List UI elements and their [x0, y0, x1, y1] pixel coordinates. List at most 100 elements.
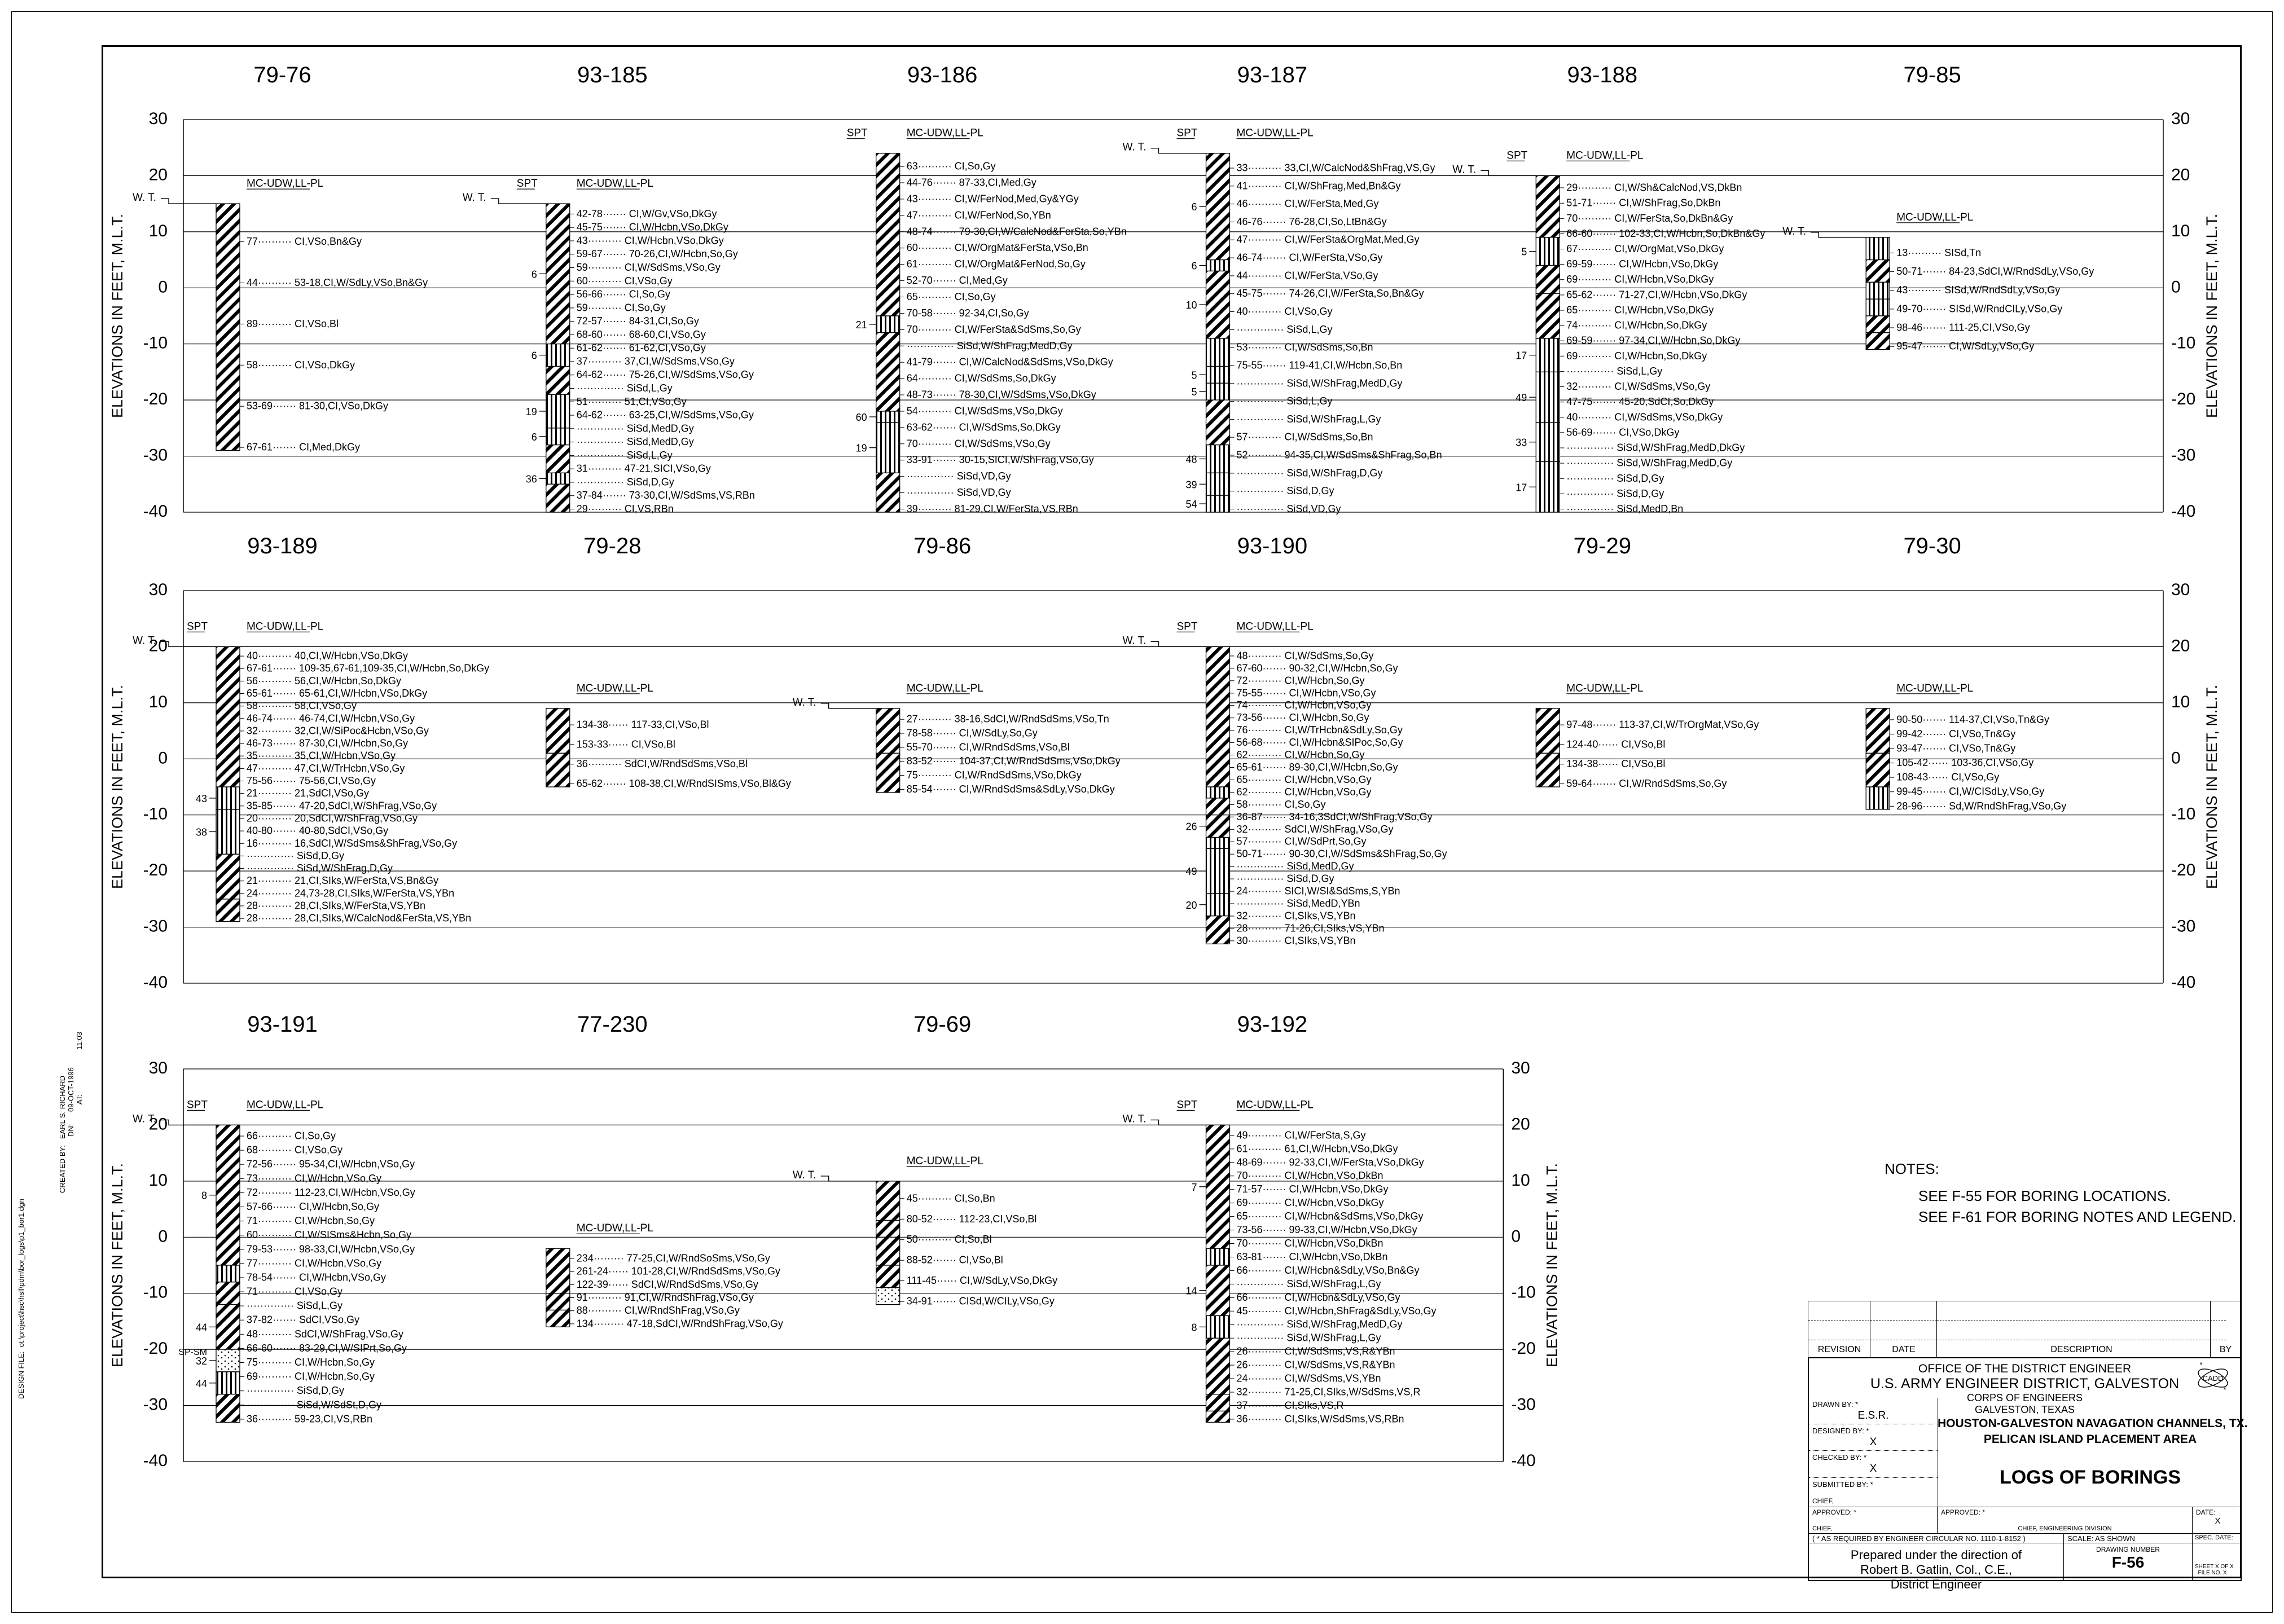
svg-text:30: 30 — [2171, 580, 2190, 599]
svg-text:105-42······ 103-36,CI,VSo,Gy: 105-42······ 103-36,CI,VSo,Gy — [1896, 757, 2033, 768]
svg-text:·············· SiSd,W/ShFrag,L: ·············· SiSd,W/ShFrag,L,Gy — [1237, 1332, 1381, 1344]
svg-text:73-56······· CI,W/Hcbn,So,Gy: 73-56······· CI,W/Hcbn,So,Gy — [1237, 712, 1369, 723]
svg-text:26·········· CI,W/SdSms,VS,R&Y: 26·········· CI,W/SdSms,VS,R&YBn — [1237, 1359, 1395, 1371]
svg-text:0: 0 — [2171, 749, 2181, 767]
svg-text:28·········· 71-26,CI,SIks,VS,: 28·········· 71-26,CI,SIks,VS,YBn — [1237, 922, 1385, 934]
svg-text:28·········· 28,CI,SIks,W/FerS: 28·········· 28,CI,SIks,W/FerSta,VS,YBn — [247, 900, 425, 912]
svg-text:14: 14 — [1185, 1286, 1197, 1297]
svg-text:-20: -20 — [143, 861, 168, 879]
svg-text:10: 10 — [149, 693, 168, 711]
svg-text:122-39······ SdCI,W/RndSdSms,V: 122-39······ SdCI,W/RndSdSms,VSo,Gy — [577, 1279, 758, 1290]
svg-text:26: 26 — [1185, 821, 1197, 833]
svg-text:36·········· 59-23,CI,VS,RBn: 36·········· 59-23,CI,VS,RBn — [247, 1413, 372, 1424]
svg-text:·············· SiSd,W/ShFrag,D: ·············· SiSd,W/ShFrag,D,Gy — [1237, 467, 1383, 478]
svg-text:SPT: SPT — [1177, 620, 1198, 632]
svg-text:33: 33 — [1516, 437, 1527, 448]
svg-text:-30: -30 — [2171, 917, 2195, 936]
svg-text:37·········· CI,SIks,VS,R: 37·········· CI,SIks,VS,R — [1237, 1399, 1344, 1411]
svg-text:·············· SiSd,VD,Gy: ·············· SiSd,VD,Gy — [907, 470, 1011, 482]
svg-text:70·········· CI,W/Hcbn,VSo,DkB: 70·········· CI,W/Hcbn,VSo,DkBn — [1237, 1170, 1383, 1181]
svg-text:W. T.: W. T. — [1782, 226, 1806, 237]
svg-text:-40: -40 — [143, 1451, 168, 1470]
svg-text:66·········· CI,W/Hcbn&SdLy,VS: 66·········· CI,W/Hcbn&SdLy,VSo,Bn&Gy — [1237, 1265, 1420, 1276]
svg-text:65-61······· 65-61,CI,W/Hcbn,V: 65-61······· 65-61,CI,W/Hcbn,VSo,DkGy — [247, 688, 427, 699]
svg-text:33·········· 33,CI,W/CalcNod&S: 33·········· 33,CI,W/CalcNod&ShFrag,VS,G… — [1237, 162, 1435, 174]
svg-text:69-59······· CI,W/Hcbn,VSo,DkG: 69-59······· CI,W/Hcbn,VSo,DkGy — [1566, 258, 1718, 270]
svg-text:93-186: 93-186 — [907, 63, 978, 87]
svg-text:66·········· CI,So,Gy: 66·········· CI,So,Gy — [247, 1130, 336, 1142]
svg-text:W. T.: W. T. — [793, 1169, 816, 1181]
svg-text:80-52······· 112-23,CI,VSo,Bl: 80-52······· 112-23,CI,VSo,Bl — [907, 1213, 1037, 1225]
svg-text:40·········· CI,VSo,Gy: 40·········· CI,VSo,Gy — [1237, 306, 1333, 317]
svg-text:40·········· CI,W/SdSms,VSo,Dk: 40·········· CI,W/SdSms,VSo,DkGy — [1566, 411, 1723, 422]
svg-text:75-55······· CI,W/Hcbn,VSo,Gy: 75-55······· CI,W/Hcbn,VSo,Gy — [1237, 687, 1376, 698]
svg-text:16·········· 16,SdCI,W/SdSms&S: 16·········· 16,SdCI,W/SdSms&ShFrag,VSo,… — [247, 838, 457, 849]
svg-text:69·········· CI,W/Hcbn,VSo,DkG: 69·········· CI,W/Hcbn,VSo,DkGy — [1566, 274, 1714, 285]
svg-text:59·········· CI,So,Gy: 59·········· CI,So,Gy — [577, 302, 666, 313]
svg-text:69·········· CI,W/Hcbn,VSo,DkG: 69·········· CI,W/Hcbn,VSo,DkGy — [1237, 1197, 1384, 1208]
svg-text:55-70······· CI,W/RndSdSms,VSo: 55-70······· CI,W/RndSdSms,VSo,Bl — [907, 741, 1070, 752]
svg-text:52-70······· CI,Med,Gy: 52-70······· CI,Med,Gy — [907, 275, 1008, 286]
svg-text:38: 38 — [196, 827, 207, 838]
svg-text:40·········· 40,CI,W/Hcbn,VSo,: 40·········· 40,CI,W/Hcbn,VSo,DkGy — [247, 650, 408, 662]
svg-text:29·········· CI,VS,RBn: 29·········· CI,VS,RBn — [577, 503, 674, 514]
svg-text:59-67······· 70-26,CI,W/Hcbn,S: 59-67······· 70-26,CI,W/Hcbn,So,Gy — [577, 248, 738, 259]
svg-text:57-66······· CI,W/Hcbn,So,Gy: 57-66······· CI,W/Hcbn,So,Gy — [247, 1201, 379, 1212]
svg-text:77-230: 77-230 — [577, 1012, 648, 1037]
svg-text:48-73······· 78-30,CI,W/SdSms,: 48-73······· 78-30,CI,W/SdSms,VSo,DkGy — [907, 389, 1096, 401]
svg-text:51-71······· CI,W/ShFrag,So,Dk: 51-71······· CI,W/ShFrag,So,DkBn — [1566, 197, 1720, 209]
svg-text:W. T.: W. T. — [133, 1113, 156, 1125]
svg-text:99-42······· CI,VSo,Tn&Gy: 99-42······· CI,VSo,Tn&Gy — [1896, 728, 2015, 740]
svg-text:24·········· CI,W/SdSms,VS,YBn: 24·········· CI,W/SdSms,VS,YBn — [1237, 1373, 1381, 1384]
svg-text:69-59······· 97-34,CI,W/Hcbn,S: 69-59······· 97-34,CI,W/Hcbn,So,DkGy — [1566, 335, 1740, 346]
svg-text:61·········· CI,W/OrgMat&FerNo: 61·········· CI,W/OrgMat&FerNod,So,Gy — [907, 258, 1086, 270]
svg-text:73-56······· 99-33,CI,W/Hcbn,V: 73-56······· 99-33,CI,W/Hcbn,VSo,DkGy — [1237, 1224, 1417, 1235]
svg-text:72·········· 112-23,CI,W/Hcbn,: 72·········· 112-23,CI,W/Hcbn,VSo,Gy — [247, 1187, 415, 1198]
svg-text:-20: -20 — [1511, 1339, 1535, 1358]
svg-text:SPT: SPT — [1177, 127, 1198, 139]
svg-text:32: 32 — [196, 1355, 207, 1367]
svg-text:60·········· CI,W/OrgMat&FerSt: 60·········· CI,W/OrgMat&FerSta,VSo,Bn — [907, 242, 1088, 253]
svg-text:21·········· 21,CI,SIks,W/FerS: 21·········· 21,CI,SIks,W/FerSta,VS,Bn&G… — [247, 875, 438, 886]
svg-text:65·········· CI,W/Hcbn&SdSms,V: 65·········· CI,W/Hcbn&SdSms,VSo,DkGy — [1237, 1211, 1424, 1222]
svg-text:48·········· SdCI,W/ShFrag,VSo: 48·········· SdCI,W/ShFrag,VSo,Gy — [247, 1328, 403, 1340]
svg-text:·············· SiSd,L,Gy: ·············· SiSd,L,Gy — [1566, 366, 1662, 377]
svg-text:5: 5 — [1521, 247, 1527, 258]
svg-text:20: 20 — [2171, 636, 2190, 655]
svg-text:42-78······· CI,W/Gv,VSo,DkGy: 42-78······· CI,W/Gv,VSo,DkGy — [577, 208, 717, 219]
svg-text:31·········· 47-21,SICI,VSo,Gy: 31·········· 47-21,SICI,VSo,Gy — [577, 463, 711, 474]
svg-text:SPT: SPT — [1177, 1099, 1198, 1111]
svg-text:-20: -20 — [143, 390, 168, 408]
svg-text:74·········· CI,W/Hcbn,So,DkGy: 74·········· CI,W/Hcbn,So,DkGy — [1566, 320, 1707, 331]
svg-text:71-57······· CI,W/Hcbn,VSo,DkG: 71-57······· CI,W/Hcbn,VSo,DkGy — [1237, 1183, 1389, 1195]
svg-text:W. T.: W. T. — [1123, 142, 1147, 153]
svg-text:83-52······· 104-37,CI,W/RndSd: 83-52······· 104-37,CI,W/RndSdSms,VSo,Dk… — [907, 755, 1121, 767]
svg-text:43·········· CI,W/FerNod,Med,G: 43·········· CI,W/FerNod,Med,Gy&YGy — [907, 193, 1079, 204]
svg-text:·············· SiSd,D,Gy: ·············· SiSd,D,Gy — [1237, 873, 1334, 884]
svg-text:56-66······· CI,So,Gy: 56-66······· CI,So,Gy — [577, 289, 670, 300]
svg-text:17: 17 — [1516, 482, 1527, 493]
svg-text:57·········· CI,W/SdPrt,So,Gy: 57·········· CI,W/SdPrt,So,Gy — [1237, 836, 1367, 847]
svg-text:W. T.: W. T. — [793, 697, 816, 708]
svg-text:-10: -10 — [143, 1283, 168, 1302]
svg-text:35-85······· 47-20,SdCI,W/ShFr: 35-85······· 47-20,SdCI,W/ShFrag,VSo,Gy — [247, 800, 437, 811]
svg-text:-20: -20 — [143, 1339, 168, 1358]
svg-text:70·········· CI,W/SdSms,VSo,Gy: 70·········· CI,W/SdSms,VSo,Gy — [907, 438, 1051, 449]
svg-text:89·········· CI,VSo,Bl: 89·········· CI,VSo,Bl — [247, 318, 339, 329]
svg-text:63-81······· CI,W/Hcbn,VSo,DkB: 63-81······· CI,W/Hcbn,VSo,DkBn — [1237, 1251, 1388, 1262]
svg-text:56·········· 56,CI,W/Hcbn,So,D: 56·········· 56,CI,W/Hcbn,So,DkGy — [247, 675, 401, 686]
svg-text:47-75······· 45-20,SdCI,So,DkG: 47-75······· 45-20,SdCI,So,DkGy — [1566, 396, 1714, 407]
svg-text:20: 20 — [149, 165, 168, 184]
svg-text:36: 36 — [526, 473, 537, 485]
svg-text:79-86: 79-86 — [913, 534, 971, 558]
svg-text:37-82······· SdCI,VSo,Gy: 37-82······· SdCI,VSo,Gy — [247, 1314, 359, 1326]
svg-text:72-56······· 95-34,CI,W/Hcbn,V: 72-56······· 95-34,CI,W/Hcbn,VSo,Gy — [247, 1159, 415, 1170]
svg-text:66-60······· 102-33,CI,W/Hcbn,: 66-60······· 102-33,CI,W/Hcbn,So,DkBn&Gy — [1566, 228, 1765, 239]
svg-text:48-74······· 79-30,CI,W/CalcNo: 48-74······· 79-30,CI,W/CalcNod&FerSta,S… — [907, 226, 1127, 237]
svg-text:34-91······· CISd,W/CILy,VSo,G: 34-91······· CISd,W/CILy,VSo,Gy — [907, 1296, 1055, 1307]
svg-text:93-185: 93-185 — [577, 63, 648, 87]
svg-text:20: 20 — [1511, 1115, 1530, 1133]
svg-text:19: 19 — [526, 406, 537, 417]
svg-text:20: 20 — [1185, 900, 1197, 911]
svg-text:153-33······ CI,VSo,Bl: 153-33······ CI,VSo,Bl — [577, 738, 675, 750]
